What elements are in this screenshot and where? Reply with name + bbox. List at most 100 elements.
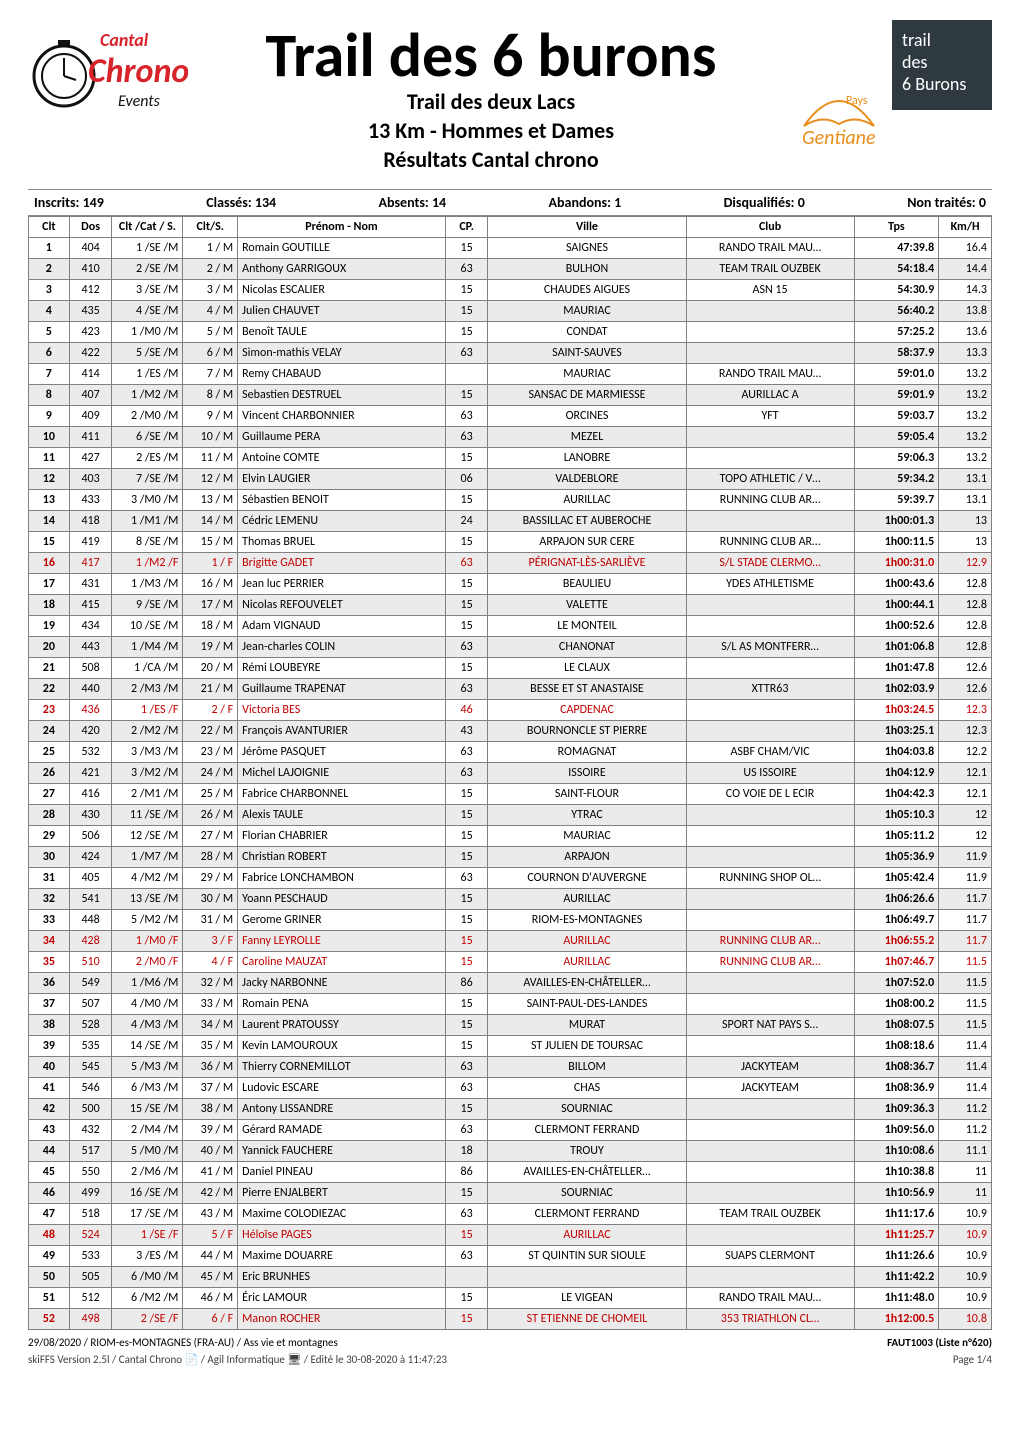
cell-kmh: 11.9 xyxy=(939,868,992,889)
cell-kmh: 11.4 xyxy=(939,1078,992,1099)
table-row: 74141 /ES /M7 / MRemy CHABAUDMAURIACRAND… xyxy=(29,364,992,385)
cell-cltS: 38 / M xyxy=(183,1099,238,1120)
cell-cltS: 35 / M xyxy=(183,1036,238,1057)
cell-name: François AVANTURIER xyxy=(238,721,446,742)
cell-cltS: 18 / M xyxy=(183,616,238,637)
cell-ville: MAURIAC xyxy=(488,301,686,322)
cell-catS: 4 /M2 /M xyxy=(112,868,183,889)
cell-name: Jean-charles COLIN xyxy=(238,637,446,658)
cell-club: 353 TRIATHLON CL… xyxy=(686,1309,854,1330)
meta-inscrits: Inscrits: 149 xyxy=(34,194,104,211)
cell-clt: 44 xyxy=(29,1141,70,1162)
cell-cltS: 11 / M xyxy=(183,448,238,469)
cell-catS: 1 /M3 /M xyxy=(112,574,183,595)
meta-inscrits-label: Inscrits: xyxy=(34,194,79,211)
logo-left-line2: Chrono xyxy=(88,51,188,92)
cell-tps: 1h03:24.5 xyxy=(854,700,939,721)
cell-clt: 1 xyxy=(29,238,70,259)
cell-cltS: 2 / F xyxy=(183,700,238,721)
table-row: 2843011 /SE /M26 / MAlexis TAULE15YTRAC1… xyxy=(29,805,992,826)
cell-cp: 15 xyxy=(445,847,488,868)
cell-tps: 1h12:00.5 xyxy=(854,1309,939,1330)
table-row: 455502 /M6 /M41 / MDaniel PINEAU86AVAILL… xyxy=(29,1162,992,1183)
cell-clt: 15 xyxy=(29,532,70,553)
cell-ville: BASSILLAC ET AUBEROCHE xyxy=(488,511,686,532)
cell-club xyxy=(686,1036,854,1057)
cell-clt: 11 xyxy=(29,448,70,469)
cell-clt: 6 xyxy=(29,343,70,364)
cell-kmh: 11.4 xyxy=(939,1057,992,1078)
table-row: 234361 /ES /F2 / FVictoria BES46CAPDENAC… xyxy=(29,700,992,721)
cell-dos: 422 xyxy=(69,343,112,364)
cell-club: JACKYTEAM xyxy=(686,1078,854,1099)
cell-clt: 30 xyxy=(29,847,70,868)
cell-name: Sebastien DESTRUEL xyxy=(238,385,446,406)
cell-name: Romain GOUTILLE xyxy=(238,238,446,259)
cell-kmh: 11 xyxy=(939,1183,992,1204)
cell-cltS: 31 / M xyxy=(183,910,238,931)
cell-cltS: 37 / M xyxy=(183,1078,238,1099)
cell-kmh: 11.7 xyxy=(939,910,992,931)
cell-club: TEAM TRAIL OUZBEK xyxy=(686,259,854,280)
cell-ville: MEZEL xyxy=(488,427,686,448)
table-row: 304241 /M7 /M28 / MChristian ROBERT15ARP… xyxy=(29,847,992,868)
cell-club xyxy=(686,616,854,637)
cell-ville: RIOM-ES-MONTAGNES xyxy=(488,910,686,931)
cell-cp: 15 xyxy=(445,952,488,973)
cell-clt: 39 xyxy=(29,1036,70,1057)
cell-cp: 15 xyxy=(445,238,488,259)
cell-ville: VALETTE xyxy=(488,595,686,616)
cell-cp: 63 xyxy=(445,679,488,700)
cell-clt: 40 xyxy=(29,1057,70,1078)
cell-cp: 15 xyxy=(445,1225,488,1246)
cell-club xyxy=(686,343,854,364)
cell-cltS: 42 / M xyxy=(183,1183,238,1204)
table-row: 164171 /M2 /F1 / FBrigitte GADET63PÉRIGN… xyxy=(29,553,992,574)
cell-kmh: 13.1 xyxy=(939,469,992,490)
cell-catS: 1 /M2 /M xyxy=(112,385,183,406)
cell-cp: 15 xyxy=(445,385,488,406)
cell-dos: 420 xyxy=(69,721,112,742)
cell-tps: 1h08:18.6 xyxy=(854,1036,939,1057)
cell-clt: 21 xyxy=(29,658,70,679)
cell-name: Ludovic ESCARE xyxy=(238,1078,446,1099)
cell-name: Caroline MAUZAT xyxy=(238,952,446,973)
cell-clt: 24 xyxy=(29,721,70,742)
cell-dos: 417 xyxy=(69,553,112,574)
cell-club: RUNNING CLUB AR… xyxy=(686,490,854,511)
cell-cltS: 17 / M xyxy=(183,595,238,616)
cell-kmh: 13 xyxy=(939,532,992,553)
cell-kmh: 11.5 xyxy=(939,1015,992,1036)
cell-kmh: 12 xyxy=(939,805,992,826)
cell-name: Yannick FAUCHERE xyxy=(238,1141,446,1162)
th-clt: Clt xyxy=(29,217,70,238)
meta-disq-val: 0 xyxy=(798,194,805,211)
cell-tps: 1h06:26.6 xyxy=(854,889,939,910)
cell-name: Julien CHAUVET xyxy=(238,301,446,322)
cell-club xyxy=(686,910,854,931)
cell-catS: 2 /M0 /M xyxy=(112,406,183,427)
cell-catS: 4 /M0 /M xyxy=(112,994,183,1015)
cell-name: Florian CHABRIER xyxy=(238,826,446,847)
cell-clt: 43 xyxy=(29,1120,70,1141)
cell-name: Victoria BES xyxy=(238,700,446,721)
cell-club: SUAPS CLERMONT xyxy=(686,1246,854,1267)
cell-tps: 1h05:11.2 xyxy=(854,826,939,847)
cell-ville: VALDEBLORE xyxy=(488,469,686,490)
cell-cp: 15 xyxy=(445,616,488,637)
cell-tps: 1h07:52.0 xyxy=(854,973,939,994)
cell-dos: 407 xyxy=(69,385,112,406)
cell-name: Héloïse PAGES xyxy=(238,1225,446,1246)
cell-name: Nicolas REFOUVELET xyxy=(238,595,446,616)
table-row: 44354 /SE /M4 / MJulien CHAUVET15MAURIAC… xyxy=(29,301,992,322)
cell-kmh: 16.4 xyxy=(939,238,992,259)
cell-club: S/L AS MONTFERR… xyxy=(686,637,854,658)
cell-dos: 506 xyxy=(69,826,112,847)
cell-clt: 29 xyxy=(29,826,70,847)
cell-ville: CAPDENAC xyxy=(488,700,686,721)
cell-clt: 50 xyxy=(29,1267,70,1288)
cell-clt: 13 xyxy=(29,490,70,511)
cell-cp: 63 xyxy=(445,763,488,784)
cell-clt: 37 xyxy=(29,994,70,1015)
cell-ville: LE MONTEIL xyxy=(488,616,686,637)
